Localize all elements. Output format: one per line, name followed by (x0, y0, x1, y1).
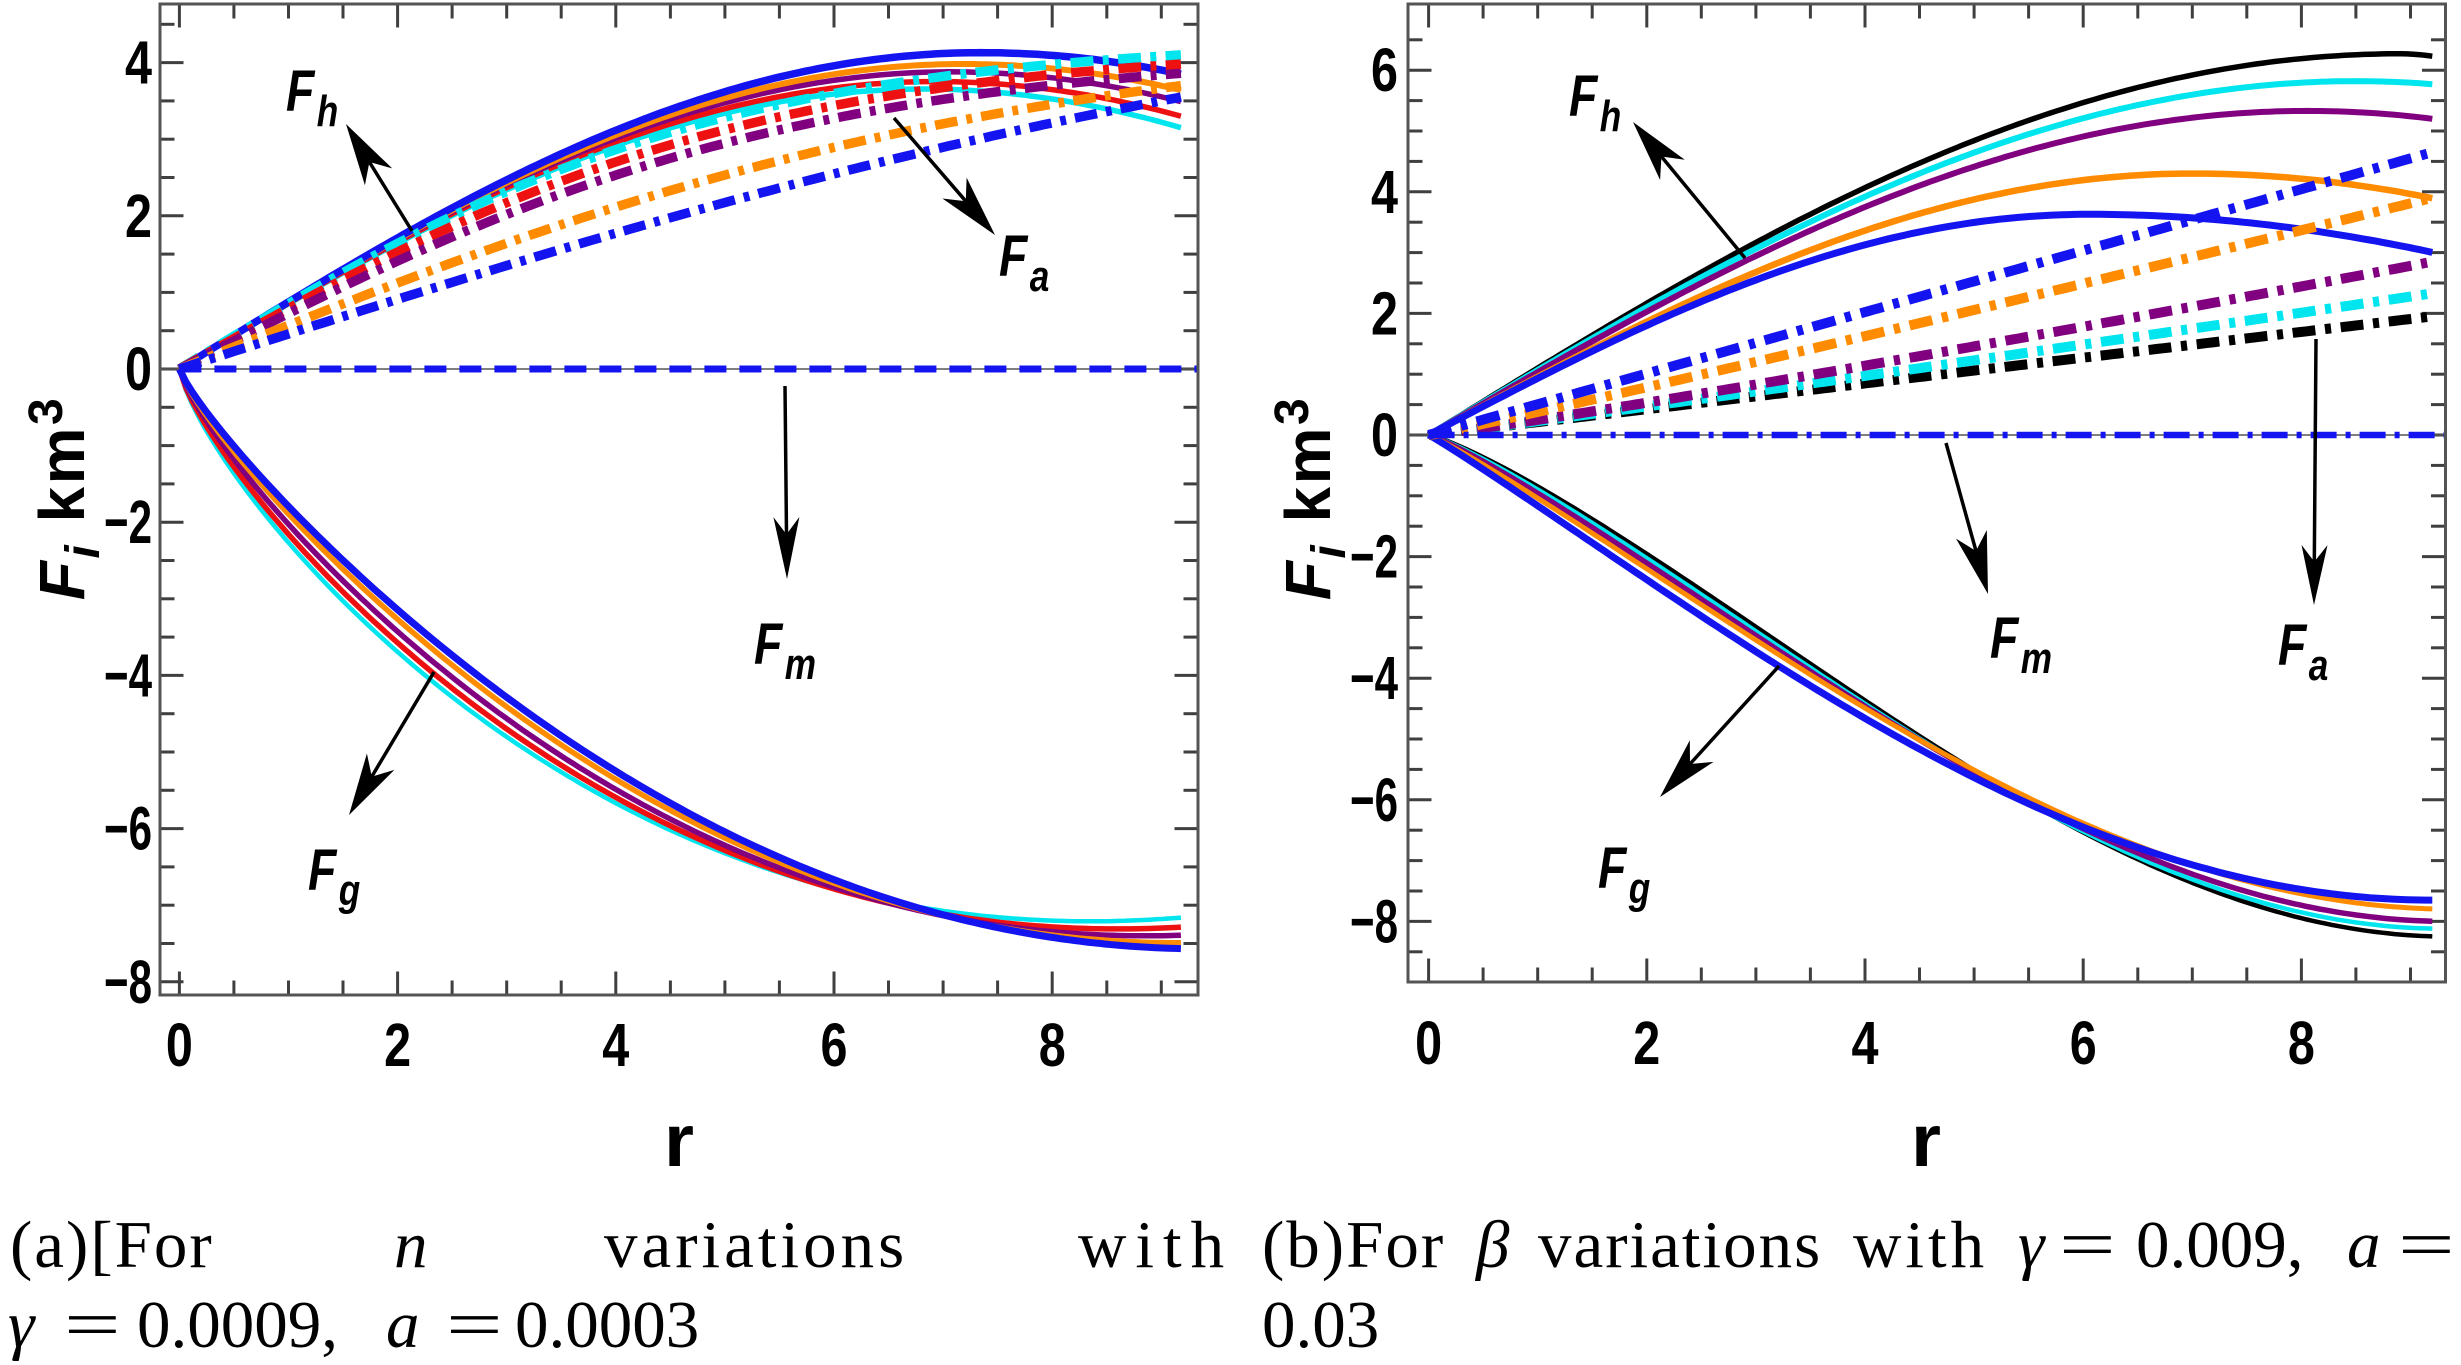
svg-text:r: r (664, 1099, 694, 1182)
svg-text:4: 4 (1371, 158, 1398, 226)
svg-text:Fg: Fg (308, 838, 360, 915)
svg-text:0: 0 (125, 335, 152, 403)
svg-text:4: 4 (1852, 1009, 1879, 1077)
svg-text:8: 8 (2288, 1009, 2315, 1077)
svg-text:Fh: Fh (286, 59, 338, 136)
svg-text:0: 0 (166, 1011, 193, 1079)
svg-text:Fg: Fg (1598, 836, 1650, 913)
svg-text:Fa: Fa (999, 224, 1049, 301)
svg-text:Fi km3: Fi km3 (20, 396, 110, 600)
svg-text:4: 4 (602, 1011, 629, 1079)
svg-text:−4: −4 (1350, 644, 1398, 712)
svg-text:−6: −6 (1350, 766, 1398, 834)
svg-text:6: 6 (821, 1011, 848, 1079)
svg-text:2: 2 (1371, 279, 1398, 347)
svg-text:2: 2 (125, 182, 152, 250)
svg-text:0: 0 (1415, 1009, 1442, 1077)
svg-text:−8: −8 (104, 948, 152, 1016)
svg-text:−2: −2 (104, 488, 152, 556)
svg-text:−6: −6 (104, 795, 152, 863)
svg-text:6: 6 (2070, 1009, 2097, 1077)
svg-text:Fm: Fm (1990, 606, 2052, 683)
svg-text:6: 6 (1371, 36, 1398, 104)
svg-text:Fi km3: Fi km3 (1266, 396, 1356, 600)
svg-text:4: 4 (125, 29, 152, 97)
svg-text:−4: −4 (104, 641, 152, 709)
svg-text:Fm: Fm (754, 612, 816, 689)
svg-text:Fa: Fa (2278, 613, 2328, 690)
svg-text:0: 0 (1371, 401, 1398, 469)
svg-text:−8: −8 (1350, 887, 1398, 955)
svg-text:Fh: Fh (1569, 64, 1621, 141)
svg-text:r: r (1911, 1099, 1941, 1182)
svg-text:2: 2 (384, 1011, 411, 1079)
svg-text:−2: −2 (1350, 523, 1398, 591)
svg-text:2: 2 (1633, 1009, 1660, 1077)
svg-text:8: 8 (1039, 1011, 1066, 1079)
